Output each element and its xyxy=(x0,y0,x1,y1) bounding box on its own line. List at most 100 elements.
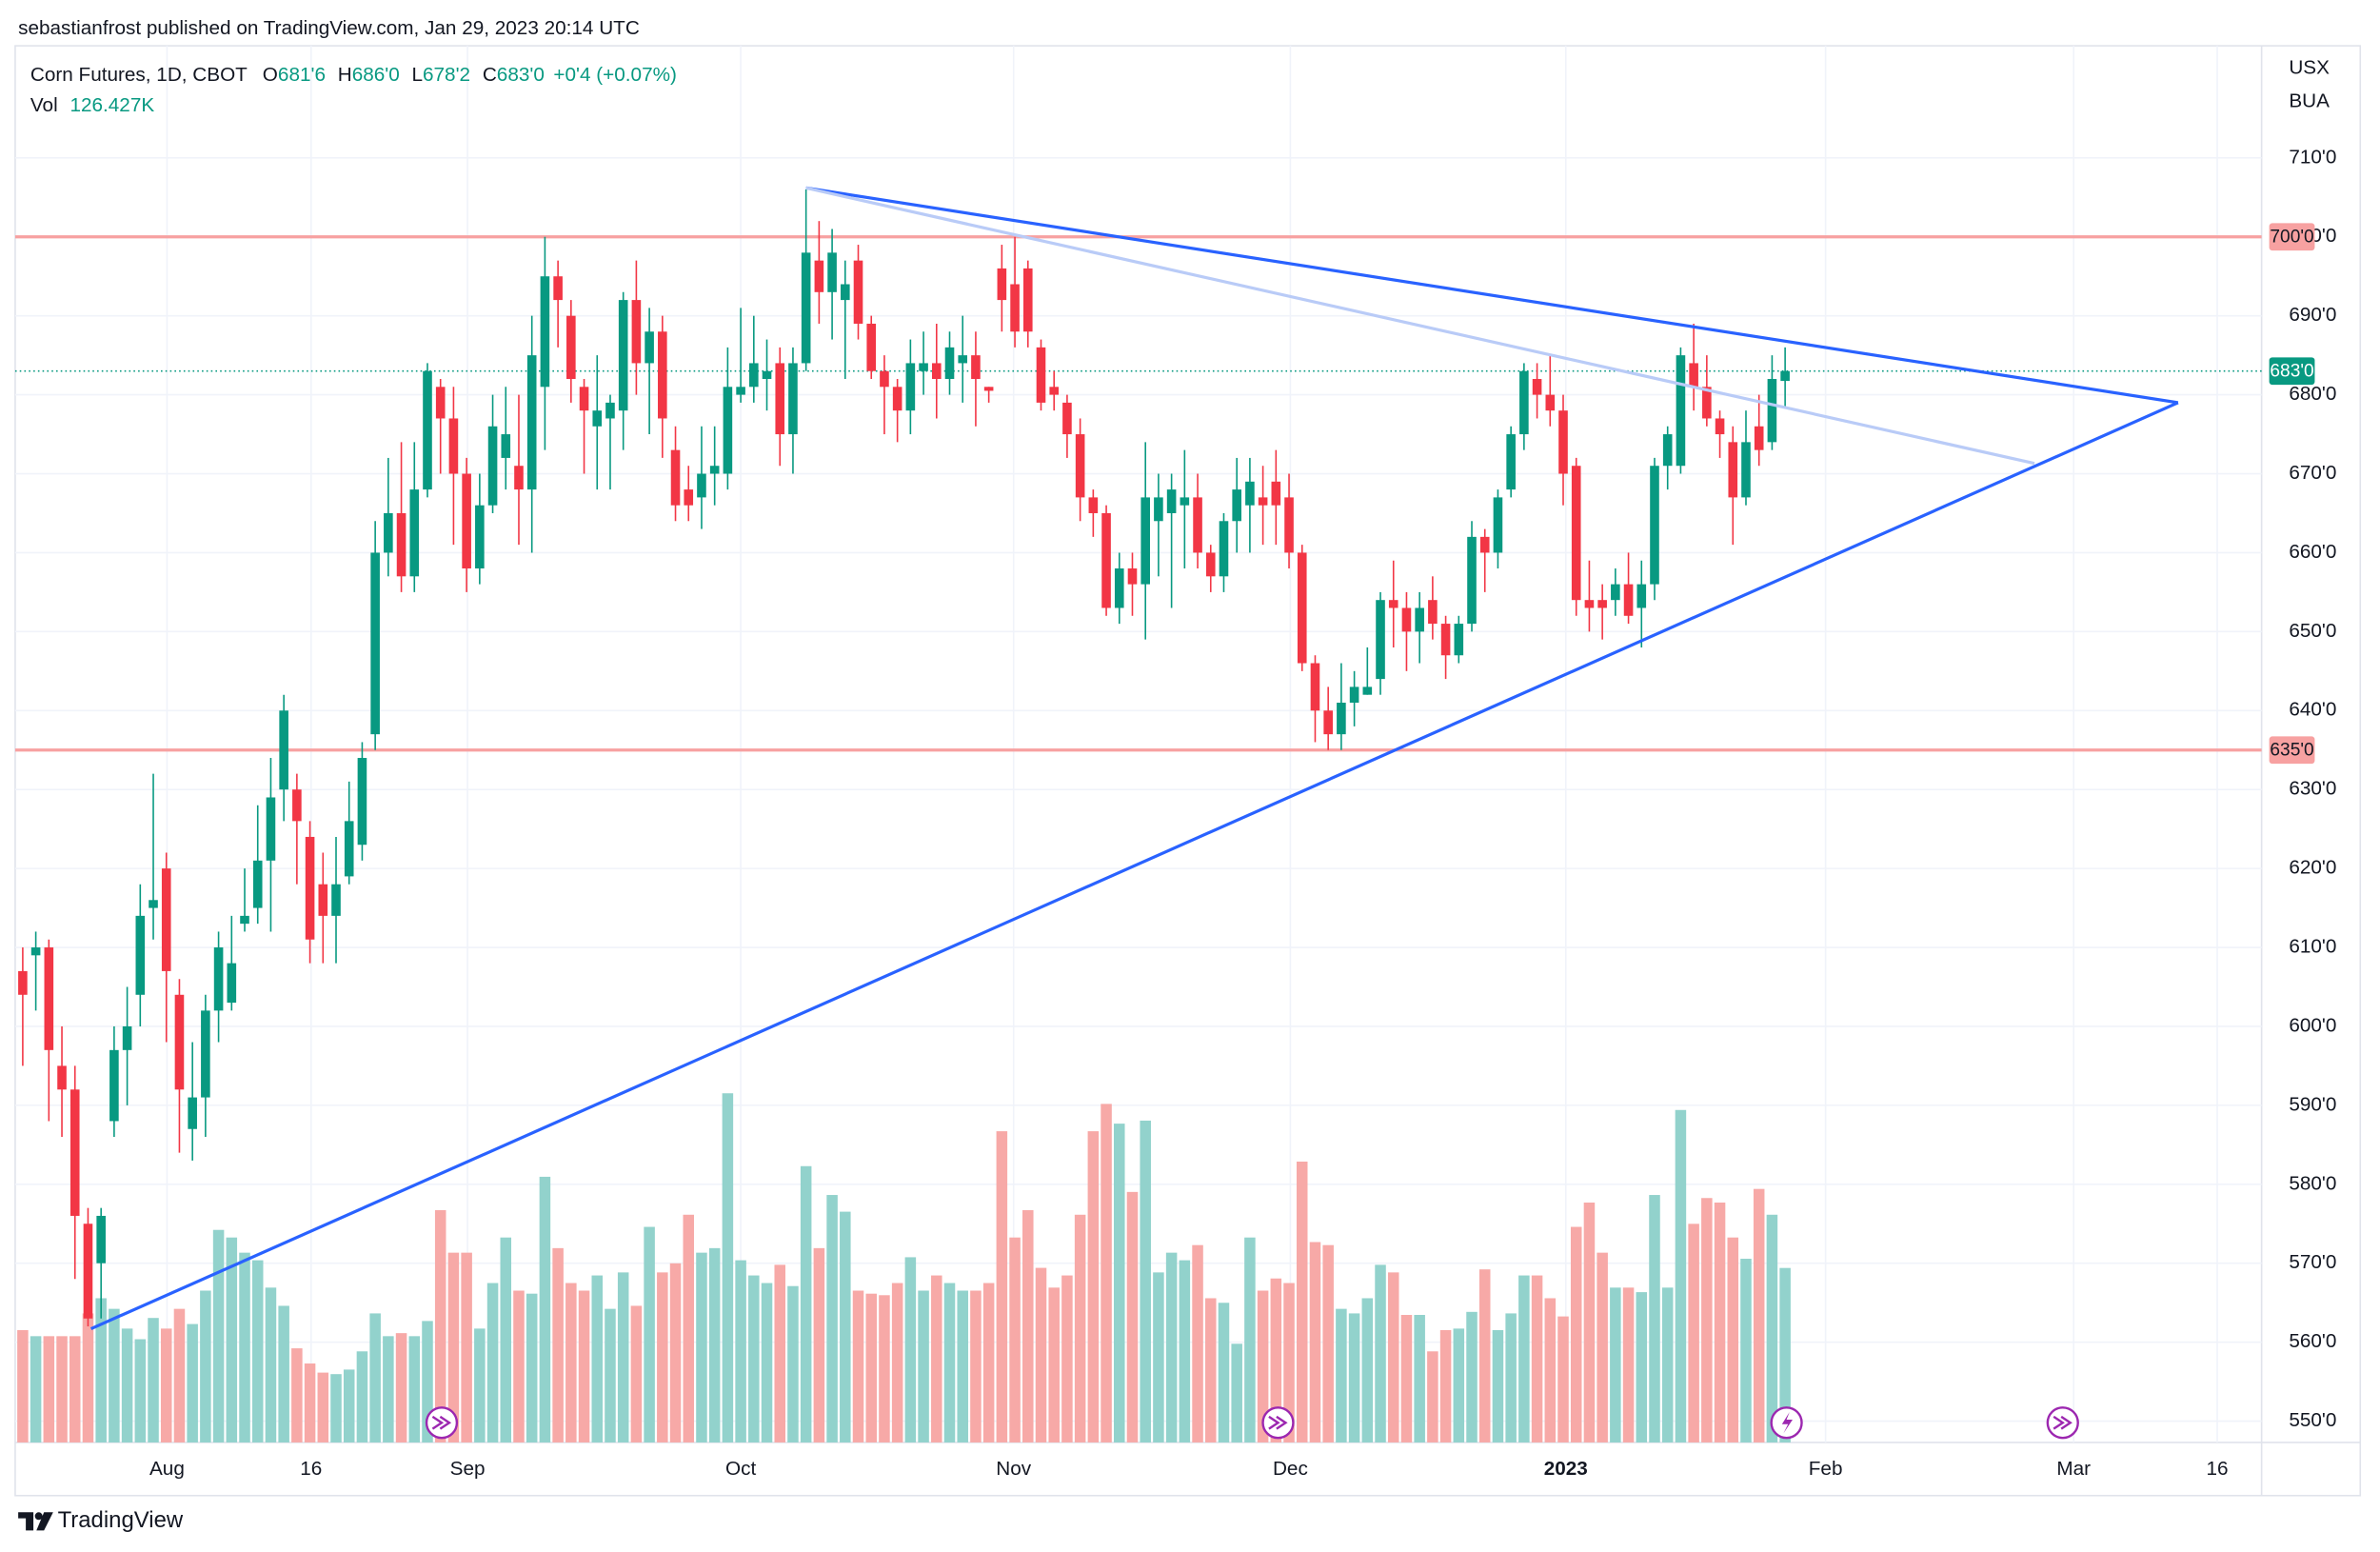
candle-body xyxy=(240,915,249,925)
last-price-label: 683'0 xyxy=(2270,362,2313,382)
event-icon[interactable] xyxy=(2046,1406,2079,1440)
candle-body xyxy=(814,260,824,292)
volume-bar xyxy=(95,1298,107,1443)
candle-body xyxy=(1140,497,1150,585)
volume-bar xyxy=(304,1363,316,1443)
event-icons xyxy=(425,1406,2079,1440)
candle-body xyxy=(1780,370,1790,382)
candle-body xyxy=(1741,442,1751,498)
volume-bar xyxy=(1361,1298,1374,1443)
event-icon[interactable] xyxy=(1261,1406,1295,1440)
candle-body xyxy=(658,331,667,419)
volume-bar xyxy=(461,1252,472,1443)
candle-body xyxy=(423,370,432,490)
axes: 550'0 560'0 570'0 580'0 590'0 600'0 610'0 620'0… xyxy=(149,146,2336,1480)
candle-body xyxy=(1415,607,1424,632)
candle-body xyxy=(161,868,171,971)
volume-bar xyxy=(1779,1267,1791,1443)
event-icon[interactable] xyxy=(1770,1406,1803,1440)
candle-body xyxy=(866,323,877,371)
candle-body xyxy=(944,347,955,380)
horizontal-lines xyxy=(14,235,2262,752)
x-tick-label: Aug xyxy=(149,1458,185,1480)
trend-line xyxy=(805,186,2179,405)
candle-body xyxy=(841,284,850,301)
candle-body xyxy=(1571,466,1581,601)
volume-bar xyxy=(1466,1311,1478,1443)
y-tick-label: 650'0 xyxy=(2289,620,2336,642)
candle-body xyxy=(592,410,603,427)
volume-bar xyxy=(30,1336,42,1443)
x-tick-label: Sep xyxy=(450,1458,486,1480)
volume-bar xyxy=(1597,1252,1608,1443)
volume-bar xyxy=(578,1290,590,1443)
volume-bar xyxy=(813,1247,825,1443)
volume-bar xyxy=(1714,1203,1726,1443)
unit-label: USX xyxy=(2289,56,2330,78)
price-label-box xyxy=(2269,736,2315,765)
volume-bar xyxy=(1205,1298,1217,1443)
volume-bar xyxy=(891,1283,903,1443)
volume-bar xyxy=(1439,1329,1452,1443)
candle-body xyxy=(1075,434,1085,498)
price-label-box xyxy=(2269,223,2315,251)
volume-bar xyxy=(1270,1278,1282,1443)
candle-body xyxy=(1114,568,1124,608)
volume-bar xyxy=(369,1313,381,1443)
candle-body xyxy=(1428,600,1438,625)
legend-key: C xyxy=(483,64,497,86)
legend-symbol: Corn Futures, 1D, CBOT xyxy=(30,64,248,86)
volume-bar xyxy=(1101,1104,1112,1443)
candle-body xyxy=(1597,600,1607,608)
y-tick-label: 620'0 xyxy=(2289,857,2336,879)
volume-bar xyxy=(1531,1275,1543,1443)
candle-body xyxy=(1362,686,1373,695)
volume-bar xyxy=(1009,1237,1021,1443)
volume-bar xyxy=(904,1257,917,1443)
y-tick-label: 640'0 xyxy=(2289,699,2336,721)
volume-bar xyxy=(826,1195,838,1443)
candle-body xyxy=(1689,363,1698,388)
volume-bar xyxy=(226,1237,238,1443)
volume-bar xyxy=(1492,1329,1504,1443)
event-icon[interactable] xyxy=(425,1406,459,1440)
candle-body xyxy=(501,434,511,458)
x-tick-label: 2023 xyxy=(1544,1458,1588,1480)
candle-body xyxy=(1310,663,1320,711)
volume-bar xyxy=(408,1336,421,1443)
volume-bar xyxy=(1061,1275,1073,1443)
volume-bar xyxy=(1544,1298,1557,1443)
candle-body xyxy=(435,387,446,419)
candles xyxy=(18,189,1790,1327)
volume-bar xyxy=(109,1308,120,1443)
candle-body xyxy=(384,512,393,553)
candle-body xyxy=(1166,489,1177,513)
candle-body xyxy=(1584,600,1595,608)
candle-body xyxy=(997,268,1007,301)
volume-bar xyxy=(617,1272,629,1443)
candle-body xyxy=(149,900,158,908)
legend-change: +0'4 (+0.07%) xyxy=(553,64,677,86)
candle-body xyxy=(135,915,146,995)
volume-bar xyxy=(1257,1290,1269,1443)
candle-body xyxy=(279,710,288,790)
candle-body xyxy=(1754,426,1764,450)
y-tick-label: 570'0 xyxy=(2289,1251,2336,1273)
candle-body xyxy=(749,363,759,388)
candle-body xyxy=(853,260,863,324)
volume-bar xyxy=(187,1323,198,1443)
candle-body xyxy=(252,860,263,908)
volume-bar xyxy=(683,1214,695,1443)
candle-body xyxy=(684,489,694,506)
candle-body xyxy=(618,300,628,411)
volume-bar xyxy=(1636,1292,1648,1443)
publisher: sebastianfrost published on TradingView.… xyxy=(18,17,640,39)
volume-bar xyxy=(1192,1244,1203,1443)
volume-bar xyxy=(513,1290,525,1443)
volume-key: Vol xyxy=(30,94,58,116)
candle-body xyxy=(1088,497,1099,513)
volume-bar xyxy=(43,1336,55,1443)
volume-bar xyxy=(1753,1188,1765,1443)
y-tick-label: 710'0 xyxy=(2289,146,2336,168)
